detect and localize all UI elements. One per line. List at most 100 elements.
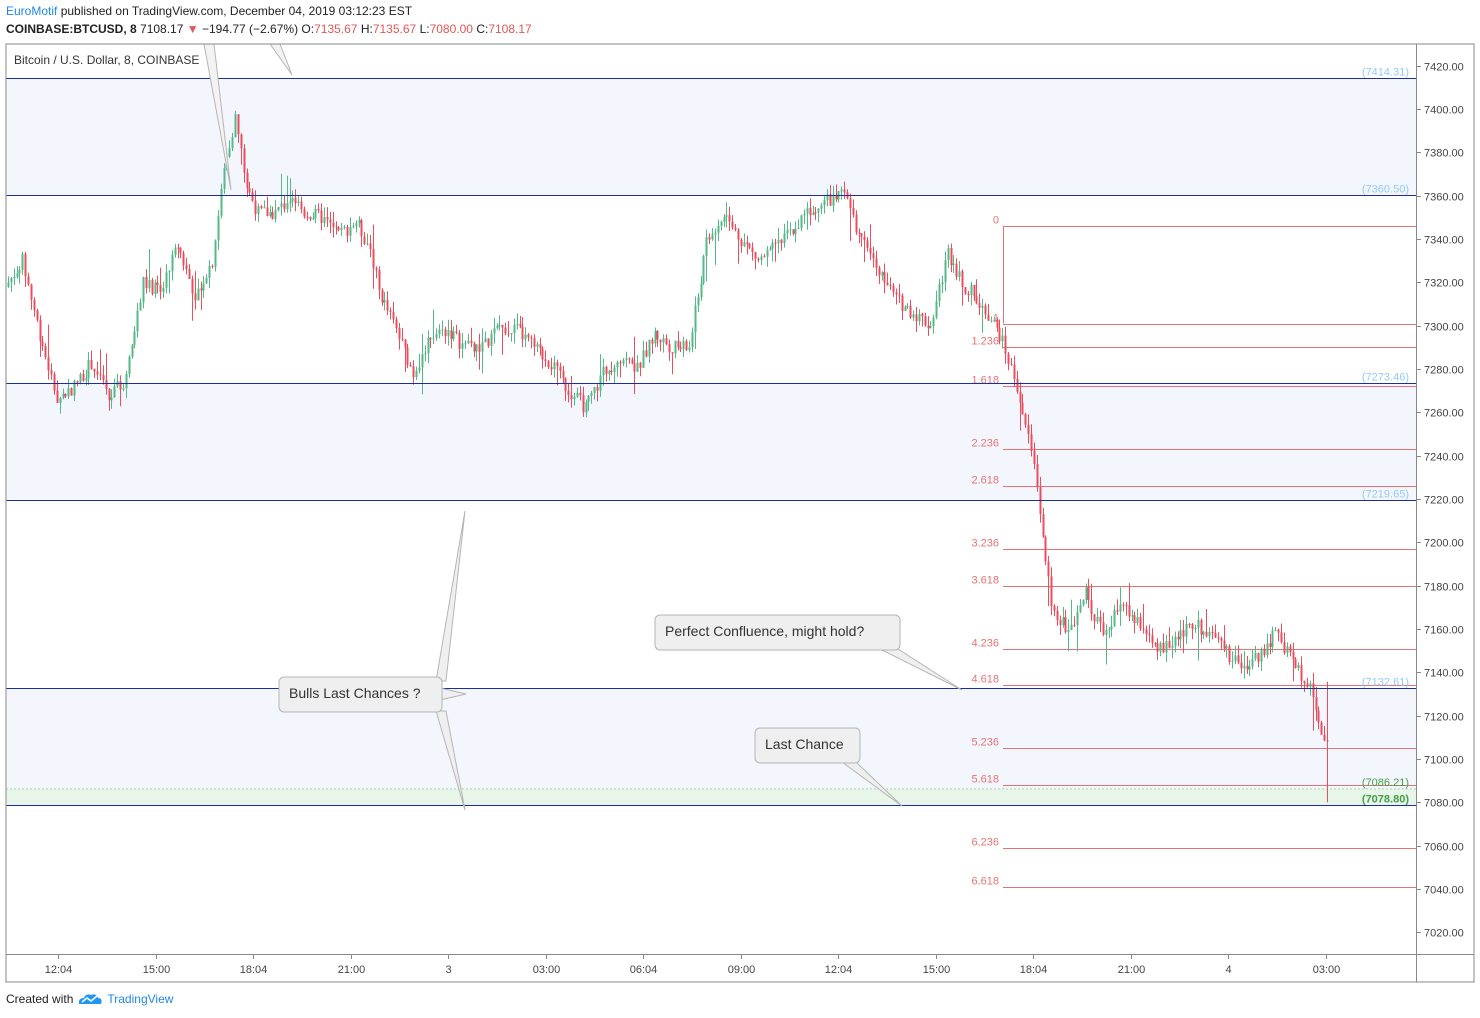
candle-body: [1148, 633, 1151, 636]
confluence-box: [654, 614, 901, 651]
candle-body: [432, 338, 435, 340]
candle-body: [67, 388, 70, 397]
candle-body: [1053, 606, 1056, 611]
chart-frame: [5, 43, 1475, 983]
candle-body: [751, 247, 754, 252]
candle-body: [165, 272, 168, 288]
candle-body: [1300, 665, 1303, 681]
candle-body: [1082, 600, 1085, 606]
candle-body: [56, 390, 59, 403]
candle-body: [337, 227, 340, 231]
candle-body: [197, 288, 200, 301]
y-tick-label: 7040.00: [1424, 885, 1464, 897]
candle-body: [1044, 536, 1047, 562]
candle-body: [355, 223, 358, 227]
candle-body: [984, 305, 987, 315]
candle-body: [987, 314, 990, 321]
candle-body: [883, 272, 886, 283]
y-tick-label: 7180.00: [1424, 582, 1464, 594]
candle-body: [656, 330, 659, 340]
candle-body: [596, 387, 599, 391]
candle-body: [467, 340, 470, 344]
candle-body: [708, 237, 711, 240]
candle-body: [1004, 335, 1007, 354]
candle-body: [691, 332, 694, 348]
candle-body: [536, 344, 539, 347]
candle-body: [1165, 641, 1168, 653]
candle-body: [1056, 610, 1059, 621]
author-link[interactable]: EuroMotif: [6, 4, 58, 18]
annotation-confluence[interactable]: Perfect Confluence, might hold?: [665, 623, 865, 639]
candle-body: [892, 285, 895, 293]
candle-body: [326, 216, 329, 220]
candle-body: [1266, 643, 1269, 656]
candle-body: [185, 265, 188, 270]
candle-body: [886, 282, 889, 286]
candle-body: [237, 114, 240, 135]
level-lines: (7414.31) (7360.50) (7273.46) (7219.65) (713…: [6, 67, 1416, 806]
candle-body: [1271, 630, 1274, 647]
candle-body: [1323, 734, 1326, 741]
candle-body: [774, 242, 777, 244]
candle-body: [39, 319, 42, 342]
candle-body: [383, 299, 386, 303]
candle-body: [1050, 576, 1053, 607]
candle-body: [731, 221, 734, 228]
candle-body: [996, 319, 999, 328]
candle-body: [1113, 610, 1116, 627]
candle-body: [573, 396, 576, 400]
candle-body: [1251, 658, 1254, 667]
price-axis[interactable]: 7420.00 7400.00 7380.00 7360.00 7340.00 7320.…: [1416, 62, 1464, 940]
candle-body: [314, 209, 317, 218]
candle-body: [579, 392, 582, 396]
candle-body: [352, 226, 355, 228]
candle-body: [1162, 642, 1165, 653]
candle-body: [605, 366, 608, 375]
annotation-last-chance[interactable]: Last Chance: [765, 736, 844, 752]
candle-body: [1225, 646, 1228, 649]
time-axis[interactable]: 12:04 15:00 18:04 21:00 3 03:00 06:04 09:00 12:0…: [45, 954, 1341, 976]
candle-body: [1248, 666, 1251, 670]
fib-label-1: 1: [993, 313, 999, 325]
candle-body: [122, 388, 125, 390]
level-bands: [6, 77, 1416, 805]
price-chart[interactable]: 0 1 1.236 1.618 2.236 2.618 3.236 3.618 4.236 4.6…: [0, 0, 1480, 990]
candle-body: [746, 242, 749, 245]
candle-body: [82, 373, 85, 381]
annotation-bulls[interactable]: Bulls Last Chances ?: [289, 685, 421, 701]
candle-body: [530, 337, 533, 339]
tradingview-brand[interactable]: TradingView: [107, 992, 174, 1006]
candle-body: [317, 209, 320, 211]
candle-body: [113, 386, 116, 398]
candle-body: [544, 359, 547, 362]
candle-body: [248, 188, 251, 193]
candle-body: [1021, 402, 1024, 415]
candle-body: [694, 305, 697, 333]
candle-body: [533, 338, 536, 347]
candle-body: [832, 195, 835, 206]
candle-body: [133, 331, 136, 345]
candle-body: [1142, 628, 1145, 630]
candle-body: [1277, 629, 1280, 633]
candle-body: [369, 243, 372, 249]
candle-body: [16, 273, 19, 277]
candle-body: [1292, 651, 1295, 659]
candle-body: [648, 339, 651, 357]
candle-body: [817, 208, 820, 213]
candle-body: [978, 303, 981, 308]
candle-body: [872, 253, 875, 259]
candle-body: [280, 203, 283, 208]
candle-body: [286, 203, 289, 210]
open-value: 7135.67: [314, 22, 358, 36]
candle-body: [777, 239, 780, 244]
candle-body: [217, 215, 220, 241]
candle-body: [898, 294, 901, 296]
candle-body: [501, 324, 504, 328]
candle-body: [852, 208, 855, 215]
candle-body: [1136, 617, 1139, 623]
x-tick-label: 09:00: [728, 964, 756, 976]
candle-body: [90, 359, 93, 369]
candle-body: [585, 402, 588, 413]
candle-body: [860, 233, 863, 237]
candle-body: [504, 327, 507, 334]
